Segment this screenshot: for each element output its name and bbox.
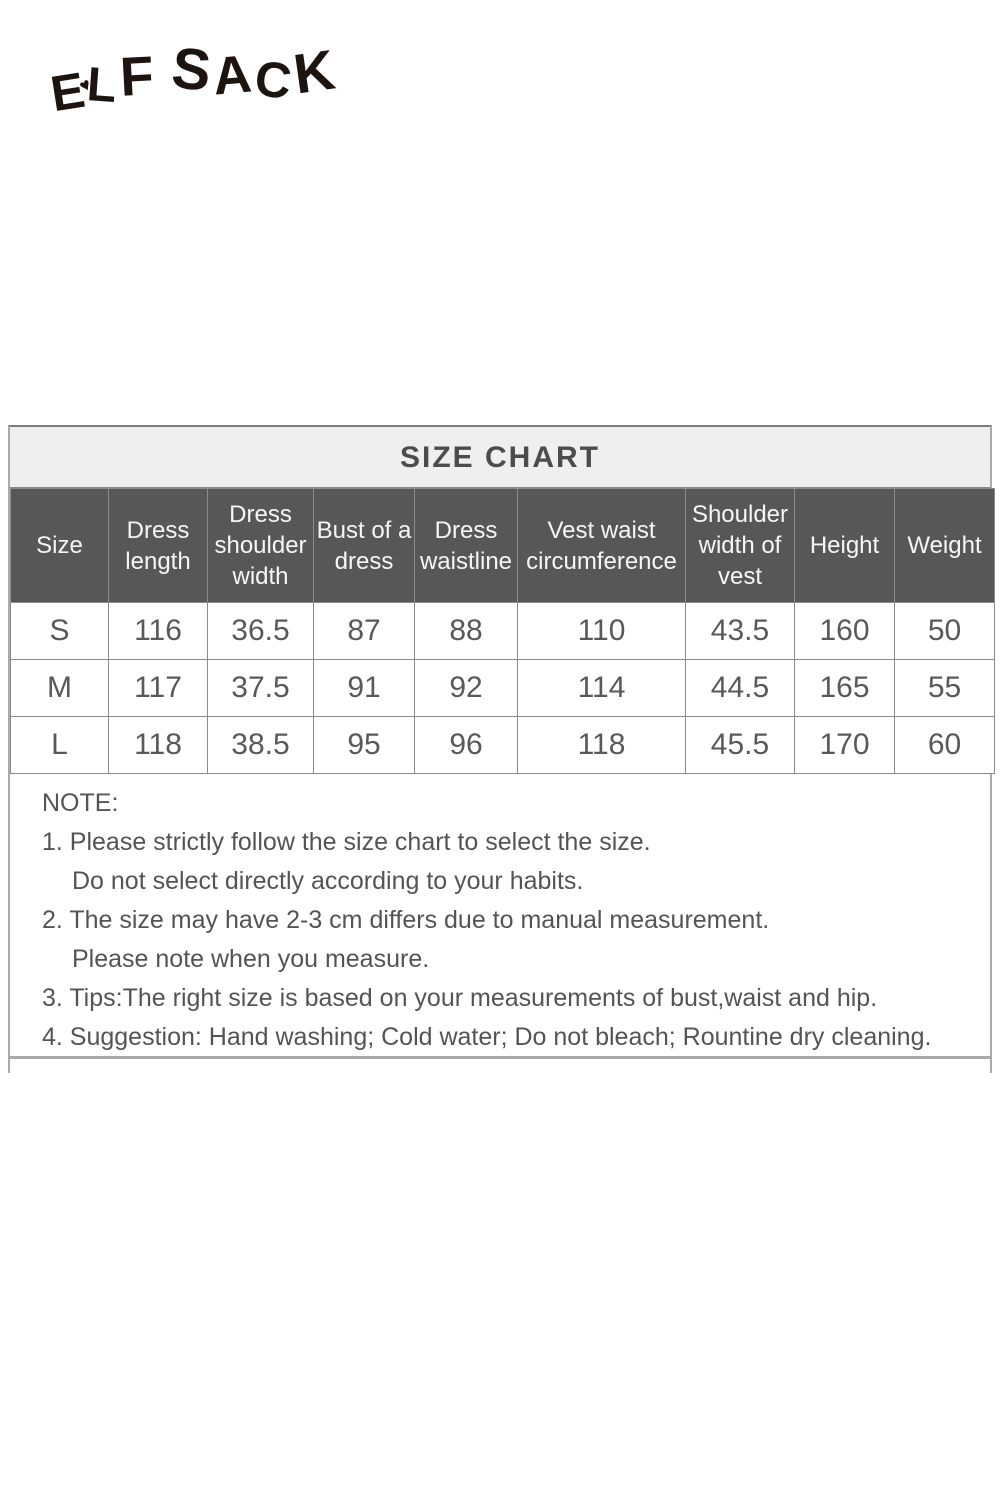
logo-letter: A [210, 44, 255, 107]
table-row-s: S 116 36.5 87 88 110 43.5 160 50 [10, 602, 995, 660]
cell: 43.5 [685, 602, 795, 660]
column-header-height: Height [794, 488, 895, 603]
cell: 92 [414, 659, 518, 717]
note-line: Do not select directly according to your… [72, 867, 584, 895]
logo-letter: K [289, 37, 339, 106]
cell: S [10, 602, 109, 660]
cell: 160 [794, 602, 895, 660]
cell: 91 [313, 659, 415, 717]
note-line: 1. Please strictly follow the size chart… [42, 828, 651, 856]
column-header-dress-waistline: Dress waistline [414, 488, 518, 603]
cell: M [10, 659, 109, 717]
column-header-vest-waist: Vest waist circumference [517, 488, 686, 603]
column-header-bust: Bust of a dress [313, 488, 415, 603]
cell: 60 [894, 716, 995, 774]
cell: 88 [414, 602, 518, 660]
cell: L [10, 716, 109, 774]
table-row-m: M 117 37.5 91 92 114 44.5 165 55 [10, 659, 995, 717]
note-line: Please note when you measure. [72, 945, 430, 973]
note-heading: NOTE: [42, 789, 119, 817]
column-header-size: Size [10, 488, 109, 603]
elfsack-logo: ♥ E L F S A C K [36, 35, 338, 132]
cell: 165 [794, 659, 895, 717]
logo-letter: E [46, 61, 89, 123]
size-chart-panel: SIZE CHART Size Dress length Dress shoul… [8, 425, 995, 1073]
cell: 38.5 [207, 716, 314, 774]
cell: 36.5 [207, 602, 314, 660]
size-chart-title: SIZE CHART [10, 427, 990, 488]
cell: 44.5 [685, 659, 795, 717]
cell: 118 [517, 716, 686, 774]
cell: 55 [894, 659, 995, 717]
cell: 110 [517, 602, 686, 660]
note-line: 3. Tips:The right size is based on your … [42, 984, 878, 1012]
cell: 114 [517, 659, 686, 717]
table-row-l: L 118 38.5 95 96 118 45.5 170 60 [10, 716, 995, 774]
cell: 37.5 [207, 659, 314, 717]
cell: 45.5 [685, 716, 795, 774]
logo-letter: C [251, 50, 295, 110]
table-header-row: Size Dress length Dress shoulder width B… [10, 488, 995, 603]
logo-letter: L [85, 58, 119, 113]
cell: 50 [894, 602, 995, 660]
logo-letter: S [168, 35, 215, 104]
column-header-vest-shoulder: Shoulder width of vest [685, 488, 795, 603]
cell: 170 [794, 716, 895, 774]
cell: 118 [108, 716, 208, 774]
logo-letter: F [118, 44, 155, 108]
note-line: 4. Suggestion: Hand washing; Cold water;… [42, 1023, 932, 1051]
size-chart-table: Size Dress length Dress shoulder width B… [10, 488, 995, 774]
cell: 95 [313, 716, 415, 774]
cell: 116 [108, 602, 208, 660]
column-header-dress-length: Dress length [108, 488, 208, 603]
note-section: NOTE: 1. Please strictly follow the size… [10, 774, 990, 1059]
column-header-dress-shoulder-width: Dress shoulder width [207, 488, 314, 603]
cell: 87 [313, 602, 415, 660]
note-line: 2. The size may have 2-3 cm differs due … [42, 906, 770, 934]
cell: 117 [108, 659, 208, 717]
panel-bottom-stub [10, 1059, 990, 1071]
column-header-weight: Weight [894, 488, 995, 603]
cell: 96 [414, 716, 518, 774]
